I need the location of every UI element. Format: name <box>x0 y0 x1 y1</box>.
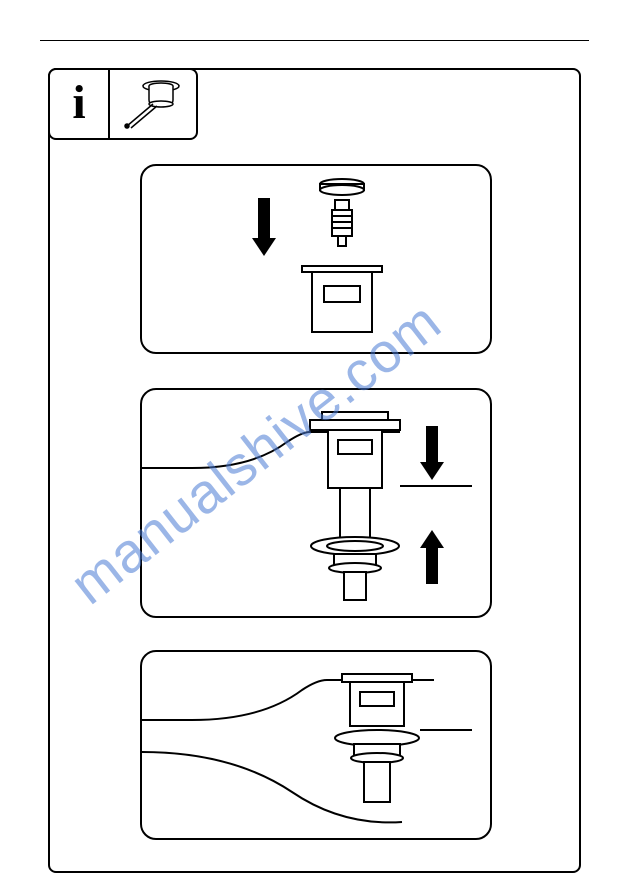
step-2-diagram <box>142 390 494 620</box>
step-panel-2 <box>140 388 492 618</box>
step-panel-3 <box>140 650 492 840</box>
info-header-box: i <box>48 68 198 140</box>
info-icon-cell: i <box>50 70 108 138</box>
arrow-up-icon <box>420 530 444 584</box>
instruction-frame: i <box>48 68 581 873</box>
arrow-down-icon <box>252 198 276 256</box>
info-icon: i <box>72 75 85 130</box>
step-3-diagram <box>142 652 494 842</box>
product-thumbnail-cell <box>110 70 196 138</box>
drain-plug-thumb-icon <box>113 74 193 134</box>
header-rule <box>40 40 589 41</box>
step-panel-1 <box>140 164 492 354</box>
step-1-diagram <box>142 166 494 356</box>
arrow-down-icon <box>420 426 444 480</box>
